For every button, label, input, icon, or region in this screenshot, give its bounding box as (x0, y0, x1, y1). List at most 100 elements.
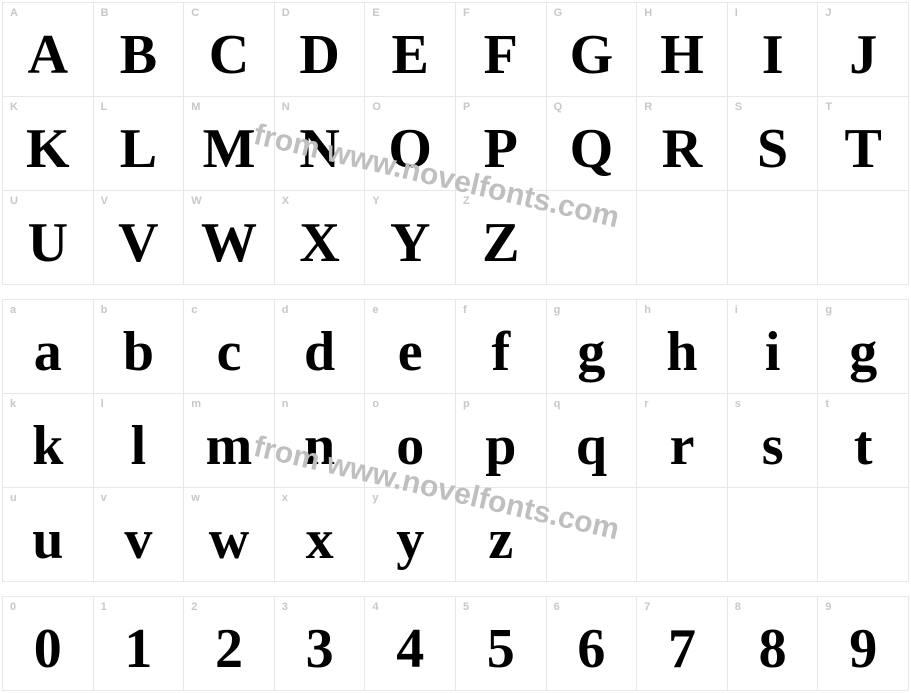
char-cell: NN (275, 97, 366, 191)
cell-label: 8 (735, 601, 742, 613)
cell-glyph: a (34, 324, 62, 380)
cell-glyph: 4 (396, 621, 424, 677)
char-cell: zz (456, 488, 547, 582)
cell-label: H (644, 7, 652, 19)
cell-glyph: I (762, 27, 784, 83)
cell-glyph: W (201, 215, 257, 271)
cell-label: 0 (10, 601, 17, 613)
cell-label: s (735, 398, 742, 410)
char-cell: xx (275, 488, 366, 582)
cell-label: 5 (463, 601, 470, 613)
char-cell: KK (3, 97, 94, 191)
char-cell: TT (818, 97, 909, 191)
char-cell: 88 (728, 597, 819, 691)
cell-glyph: F (484, 27, 518, 83)
char-cell: XX (275, 191, 366, 285)
cell-label: I (735, 7, 739, 19)
cell-label: U (10, 195, 18, 207)
cell-glyph: M (203, 121, 256, 177)
cell-glyph: 5 (487, 621, 515, 677)
cell-glyph: O (388, 121, 432, 177)
cell-label: u (10, 492, 17, 504)
char-cell: kk (3, 394, 94, 488)
cell-glyph: Z (482, 215, 519, 271)
char-cell: SS (728, 97, 819, 191)
char-cell: 33 (275, 597, 366, 691)
cell-label: A (10, 7, 18, 19)
cell-label: z (463, 492, 469, 504)
cell-glyph: X (299, 215, 339, 271)
cell-glyph: G (570, 27, 614, 83)
char-cell: 77 (637, 597, 728, 691)
cell-glyph: s (762, 418, 784, 474)
cell-glyph: C (209, 27, 249, 83)
cell-glyph: h (666, 324, 697, 380)
cell-glyph: y (396, 512, 424, 568)
cell-glyph: 9 (849, 621, 877, 677)
cell-label: F (463, 7, 470, 19)
cell-glyph: r (670, 418, 695, 474)
char-cell: LL (94, 97, 185, 191)
char-cell: ii (728, 300, 819, 394)
cell-label: 9 (825, 601, 832, 613)
cell-label: S (735, 101, 743, 113)
cell-glyph: T (845, 121, 882, 177)
char-cell: MM (184, 97, 275, 191)
cell-label: W (191, 195, 202, 207)
cell-glyph: P (484, 121, 518, 177)
cell-label: d (282, 304, 289, 316)
cell-label: Z (463, 195, 470, 207)
char-cell (547, 191, 638, 285)
char-cell: 44 (365, 597, 456, 691)
cell-label: G (554, 7, 563, 19)
cell-glyph: 3 (306, 621, 334, 677)
cell-label: x (282, 492, 289, 504)
char-cell: VV (94, 191, 185, 285)
cell-label: X (282, 195, 290, 207)
cell-label: 6 (554, 601, 561, 613)
char-cell: 99 (818, 597, 909, 691)
cell-glyph: A (28, 27, 68, 83)
cell-glyph: n (304, 418, 335, 474)
char-cell (728, 191, 819, 285)
cell-glyph: o (396, 418, 424, 474)
char-cell: JJ (818, 3, 909, 97)
cell-label: b (101, 304, 108, 316)
cell-label: M (191, 101, 201, 113)
cell-glyph: w (209, 512, 249, 568)
char-cell: cc (184, 300, 275, 394)
char-cell: 00 (3, 597, 94, 691)
cell-glyph: E (392, 27, 429, 83)
char-cell: GG (547, 3, 638, 97)
char-cell (818, 191, 909, 285)
cell-glyph: 0 (34, 621, 62, 677)
cell-glyph: f (491, 324, 510, 380)
cell-glyph: v (124, 512, 152, 568)
cell-glyph: 8 (759, 621, 787, 677)
cell-label: 1 (101, 601, 108, 613)
font-character-map: AABBCCDDEEFFGGHHIIJJKKLLMMNNOOPPQQRRSSTT… (2, 2, 909, 691)
cell-label: f (463, 304, 467, 316)
cell-glyph: K (26, 121, 70, 177)
char-cell: vv (94, 488, 185, 582)
cell-glyph: g (849, 324, 877, 380)
cell-label: g (554, 304, 561, 316)
char-cell: EE (365, 3, 456, 97)
cell-glyph: L (120, 121, 157, 177)
cell-glyph: t (854, 418, 873, 474)
char-cell: rr (637, 394, 728, 488)
char-grid-digits: 00112233445566778899 (2, 596, 909, 691)
cell-label: T (825, 101, 832, 113)
cell-glyph: U (28, 215, 68, 271)
cell-glyph: R (662, 121, 702, 177)
char-cell (728, 488, 819, 582)
char-cell: mm (184, 394, 275, 488)
cell-glyph: 7 (668, 621, 696, 677)
cell-label: c (191, 304, 198, 316)
cell-label: O (372, 101, 381, 113)
cell-label: r (644, 398, 649, 410)
cell-label: k (10, 398, 17, 410)
char-cell: RR (637, 97, 728, 191)
cell-glyph: i (765, 324, 781, 380)
char-cell: aa (3, 300, 94, 394)
